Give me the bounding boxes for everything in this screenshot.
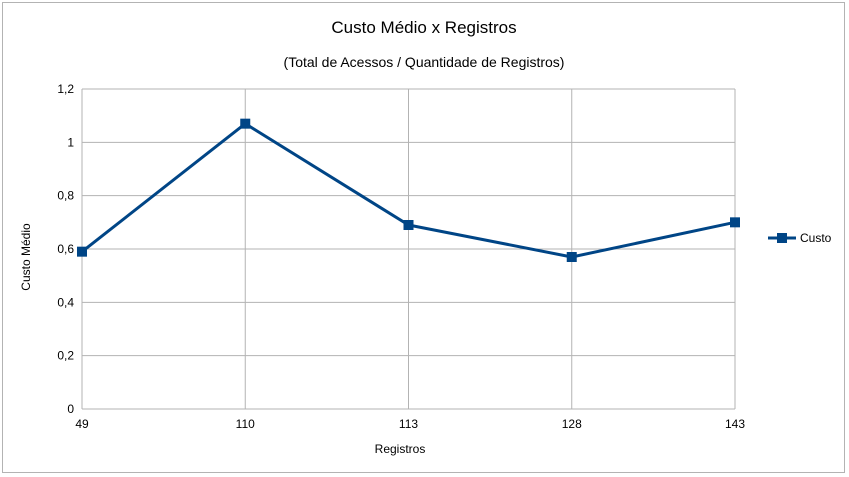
- data-point: [77, 246, 87, 257]
- legend-label: Custo: [800, 231, 832, 245]
- y-axis-label: Custo Médio: [19, 223, 33, 291]
- y-tick-label: 0,2: [57, 349, 74, 363]
- chart-subtitle: (Total de Acessos / Quantidade de Regist…: [284, 54, 565, 70]
- data-point: [240, 118, 251, 129]
- x-tick-label: 49: [75, 417, 89, 431]
- data-point: [566, 252, 577, 262]
- y-ticks: 0 0,2 0,4 0,6 0,8 1 1,2: [57, 82, 74, 416]
- x-tick-label: 143: [725, 417, 745, 431]
- y-tick-label: 0: [67, 402, 74, 416]
- y-tick-label: 0,8: [57, 189, 74, 203]
- data-point: [730, 217, 740, 228]
- grid: [81, 88, 736, 410]
- y-tick-label: 0,4: [57, 295, 74, 309]
- x-tick-label: 128: [562, 417, 582, 431]
- y-tick-label: 1: [67, 135, 74, 149]
- legend: Custo: [768, 231, 832, 245]
- series-layer: [77, 118, 740, 262]
- x-axis-label: Registros: [375, 442, 426, 456]
- x-ticks: 49 110 113 128 143: [75, 417, 745, 431]
- y-tick-label: 1,2: [57, 82, 74, 96]
- chart-title: Custo Médio x Registros: [331, 18, 516, 37]
- y-tick-label: 0,6: [57, 242, 74, 256]
- x-tick-label: 110: [236, 417, 255, 431]
- data-point: [403, 220, 414, 230]
- x-tick-label: 113: [399, 417, 418, 431]
- legend-marker: [777, 233, 787, 243]
